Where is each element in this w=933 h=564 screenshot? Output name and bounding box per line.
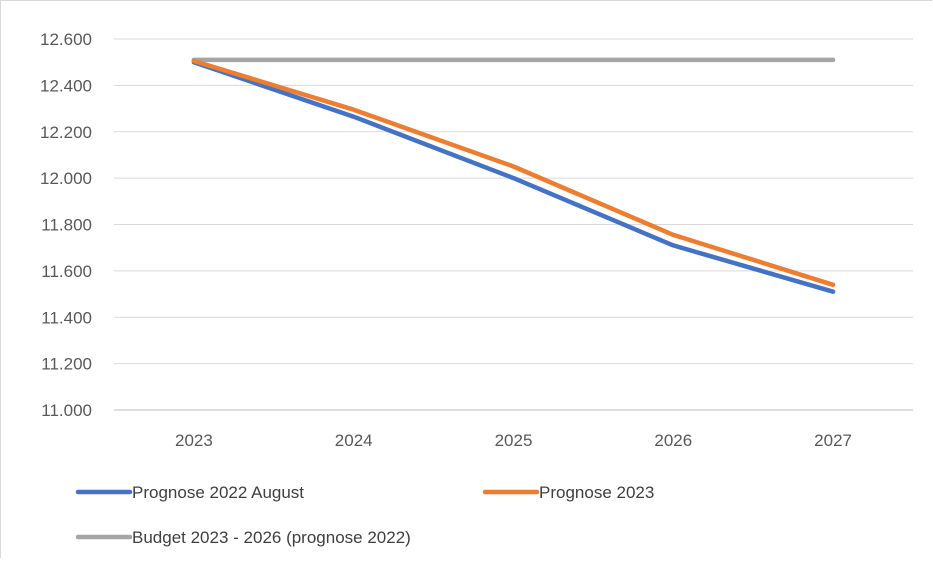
y-tick-label: 11.000: [41, 401, 92, 420]
y-tick-label: 11.200: [41, 355, 92, 374]
legend-item: Prognose 2022 August: [75, 483, 304, 502]
x-tick-label: 2026: [654, 431, 692, 450]
gridlines: [114, 38, 913, 411]
series-line-1: [191, 58, 836, 288]
x-tick-label: 2023: [175, 431, 213, 450]
y-axis-ticks: 11.000 11.200 11.400 11.600 11.800 12.000 12.2…: [40, 30, 92, 420]
legend: Prognose 2022 August Prognose 2023 Budget …: [75, 483, 654, 547]
legend-label: Prognose 2023: [539, 483, 654, 502]
x-axis-ticks: 2023 2024 2025 2026 2027: [175, 431, 852, 450]
legend-label: Budget 2023 - 2026 (prognose 2022): [132, 528, 411, 547]
x-tick-label: 2024: [335, 431, 373, 450]
series-line-0: [191, 59, 836, 294]
y-tick-label: 11.600: [41, 262, 92, 281]
y-tick-label: 12.400: [40, 76, 92, 95]
legend-item: Prognose 2023: [482, 483, 654, 502]
legend-label: Prognose 2022 August: [132, 483, 304, 502]
y-tick-label: 12.200: [40, 123, 92, 142]
y-tick-label: 12.600: [40, 30, 92, 49]
legend-item: Budget 2023 - 2026 (prognose 2022): [75, 528, 411, 547]
y-tick-label: 11.800: [41, 216, 92, 235]
x-tick-label: 2027: [814, 431, 852, 450]
y-tick-label: 11.400: [41, 308, 92, 327]
x-tick-label: 2025: [495, 431, 533, 450]
y-tick-label: 12.000: [40, 169, 92, 188]
series-lines: [191, 57, 836, 294]
